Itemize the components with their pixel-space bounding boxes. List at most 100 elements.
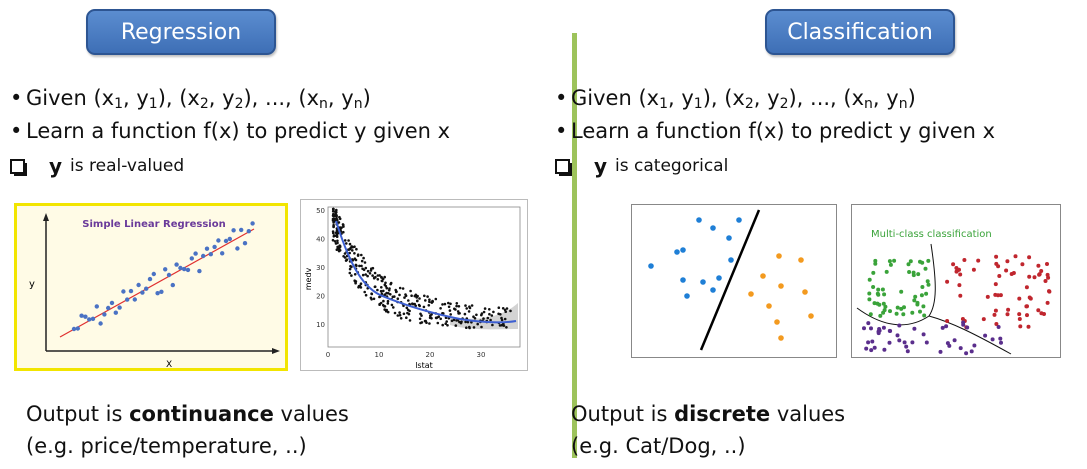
class-a-point — [696, 217, 702, 223]
class-a-point — [700, 279, 706, 285]
data-point — [342, 223, 345, 227]
data-point — [428, 322, 431, 325]
data-point — [482, 317, 485, 320]
binary-classification-chart — [631, 204, 837, 358]
data-point — [497, 312, 500, 316]
learn-bullet-right: • Learn a function f(x) to predict y give… — [555, 119, 996, 143]
data-point — [159, 289, 164, 294]
data-point — [455, 302, 459, 305]
linear-regression-chart: Simple Linear Regression y X — [14, 203, 288, 371]
learn-bullet: • Learn a function f(x) to predict y give… — [10, 119, 451, 143]
class-b-point — [945, 279, 950, 284]
data-point — [332, 214, 335, 218]
data-point — [336, 218, 339, 222]
class-a-point — [906, 262, 911, 267]
data-point — [486, 316, 490, 320]
data-point — [348, 248, 351, 251]
data-point — [246, 229, 251, 234]
data-point — [386, 299, 390, 303]
data-point — [354, 281, 357, 285]
data-point — [442, 312, 445, 315]
checkbox-icon — [555, 158, 572, 176]
class-c-point — [910, 340, 915, 345]
class-c-point — [952, 338, 957, 343]
class-b-point — [996, 293, 1000, 298]
data-point — [354, 263, 358, 267]
data-point — [404, 293, 407, 296]
data-point — [455, 304, 458, 308]
data-point — [332, 221, 335, 224]
class-a-point — [924, 291, 929, 296]
data-point — [364, 293, 368, 297]
data-point — [406, 311, 409, 315]
regression-output: Output is continuance values (e.g. price… — [26, 402, 349, 458]
data-point — [426, 295, 429, 298]
data-point — [428, 300, 431, 304]
data-point — [504, 310, 507, 313]
data-point — [351, 249, 354, 252]
data-point — [398, 311, 401, 314]
regression-column: Regression • Given (x1, y1), (x2, y2), ..… — [0, 0, 540, 469]
data-point — [163, 267, 168, 272]
class-b-point — [760, 273, 766, 279]
data-point — [505, 326, 508, 329]
data-point — [336, 245, 339, 249]
classification-title[interactable]: Classification — [765, 9, 955, 55]
data-point — [356, 254, 360, 257]
class-c-point — [882, 347, 887, 352]
class-a-point — [873, 261, 878, 266]
class-b-point — [1027, 295, 1032, 300]
class-a-point — [926, 282, 931, 287]
class-b-point — [1042, 312, 1046, 316]
chart1-title: Simple Linear Regression — [82, 219, 225, 230]
class-b-point — [1037, 272, 1042, 277]
data-point — [382, 299, 385, 303]
data-point — [338, 244, 342, 248]
class-c-point — [945, 341, 950, 346]
data-point — [450, 319, 454, 323]
class-b-point — [1024, 304, 1029, 309]
data-point — [359, 286, 363, 289]
data-point — [90, 316, 96, 321]
y-tick-label: 40 — [316, 236, 325, 244]
data-point — [399, 317, 403, 320]
class-b-point — [766, 303, 772, 309]
regression-title[interactable]: Regression — [86, 9, 276, 55]
class-b-point — [1020, 262, 1025, 267]
class-a-point — [907, 270, 912, 274]
class-a-point — [919, 293, 924, 298]
class-a-point — [884, 269, 889, 274]
data-point — [411, 302, 414, 305]
data-point — [422, 305, 426, 309]
data-point — [359, 282, 363, 285]
class-b-point — [957, 283, 962, 288]
class-b-point — [981, 317, 986, 322]
given-bullet-right: • Given (x1, y1), (x2, y2), ..., (xn, yn) — [555, 86, 916, 112]
data-point — [102, 312, 107, 317]
data-point — [178, 265, 183, 271]
data-point — [409, 289, 412, 293]
data-point — [83, 314, 88, 319]
class-a-point — [915, 300, 920, 305]
data-point — [428, 298, 431, 301]
data-point — [242, 241, 248, 246]
data-point — [355, 247, 358, 251]
data-point — [380, 292, 384, 295]
data-point — [343, 256, 347, 259]
class-b-point — [976, 258, 981, 263]
class-a-point — [894, 311, 899, 316]
data-point — [488, 308, 491, 311]
y-tick-label: 20 — [316, 293, 325, 301]
x-tick-label: 0 — [326, 351, 330, 359]
data-point — [376, 288, 379, 292]
class-b-point — [778, 283, 784, 289]
class-b-point — [1005, 312, 1010, 317]
class-a-point — [736, 217, 742, 223]
class-c-point — [866, 321, 871, 326]
class-c-point — [895, 333, 900, 338]
class-c-point — [990, 337, 995, 342]
data-point — [380, 286, 383, 289]
data-point — [387, 289, 391, 292]
class-b-point — [958, 272, 963, 277]
data-point — [185, 267, 191, 273]
